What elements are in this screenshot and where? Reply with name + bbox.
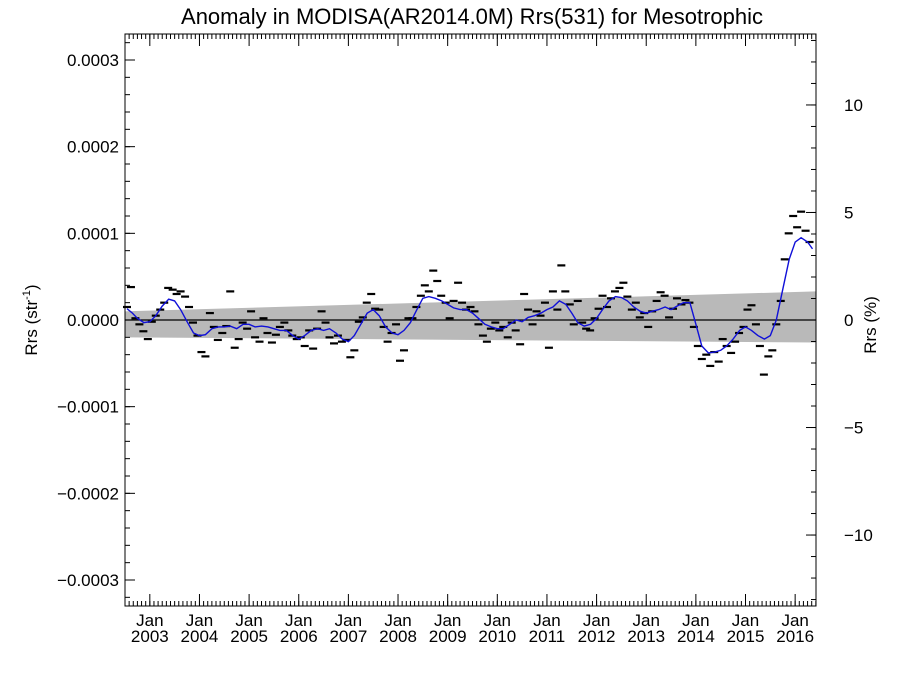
- y-axis-label-right: Rrs (%): [861, 296, 880, 354]
- y-axis-label-left: Rrs (str-1): [21, 284, 41, 355]
- x-tick-month-label: Jan: [533, 611, 560, 630]
- y-left-tick-label: −0.0003: [57, 571, 119, 590]
- x-tick-year-label: 2008: [379, 627, 417, 646]
- x-tick-month-label: Jan: [235, 611, 262, 630]
- chart-title: Anomaly in MODISA(AR2014.0M) Rrs(531) fo…: [181, 4, 763, 29]
- x-tick-month-label: Jan: [384, 611, 411, 630]
- y-left-tick-label: 0.0000: [67, 311, 119, 330]
- x-tick-year-label: 2007: [329, 627, 367, 646]
- y-right-tick-label: 0: [844, 311, 853, 330]
- x-tick-year-label: 2013: [627, 627, 665, 646]
- x-tick-month-label: Jan: [633, 611, 660, 630]
- x-tick-month-label: Jan: [682, 611, 709, 630]
- y-right-tick-label: −10: [844, 526, 873, 545]
- x-tick-year-label: 2012: [578, 627, 616, 646]
- x-tick-month-label: Jan: [335, 611, 362, 630]
- y-right-tick-label: −5: [844, 419, 863, 438]
- x-tick-year-label: 2004: [181, 627, 219, 646]
- x-tick-month-label: Jan: [732, 611, 759, 630]
- x-tick-month-label: Jan: [285, 611, 312, 630]
- x-tick-year-label: 2003: [131, 627, 169, 646]
- trend-uncertainty-band: [125, 291, 816, 343]
- x-tick-year-label: 2011: [529, 627, 566, 646]
- y-left-tick-label: −0.0002: [57, 484, 119, 503]
- y-axis-label-left-text: Rrs (str: [22, 300, 41, 356]
- x-tick-year-label: 2014: [677, 627, 715, 646]
- y-left-tick-label: 0.0002: [67, 138, 119, 157]
- x-tick-year-label: 2015: [727, 627, 765, 646]
- y-right-tick-label: 5: [844, 203, 853, 222]
- x-tick-year-label: 2010: [478, 627, 516, 646]
- x-tick-year-label: 2009: [429, 627, 467, 646]
- x-tick-year-label: 2016: [776, 627, 814, 646]
- x-tick-month-label: Jan: [484, 611, 511, 630]
- x-tick-year-label: 2005: [230, 627, 268, 646]
- y-left-tick-label: 0.0001: [67, 224, 119, 243]
- x-tick-month-label: Jan: [136, 611, 163, 630]
- x-tick-month-label: Jan: [583, 611, 610, 630]
- y-left-tick-label: 0.0003: [67, 51, 119, 70]
- x-tick-year-label: 2006: [280, 627, 318, 646]
- smoothed-anomaly-line: [126, 236, 814, 354]
- axis-ticks: 0.0003 0.0002 0.0001 0.0000 −0.0001 −0.0002 −0…: [57, 34, 873, 646]
- x-tick-month-label: Jan: [434, 611, 461, 630]
- x-tick-month-label: Jan: [781, 611, 808, 630]
- y-axis-label-left-superscript: -1: [21, 290, 33, 300]
- x-tick-month-label: Jan: [186, 611, 213, 630]
- y-right-tick-label: 10: [844, 96, 863, 115]
- y-axis-label-left-end: ): [22, 284, 41, 290]
- y-left-tick-label: −0.0001: [57, 398, 119, 417]
- plot-area: [122, 210, 816, 376]
